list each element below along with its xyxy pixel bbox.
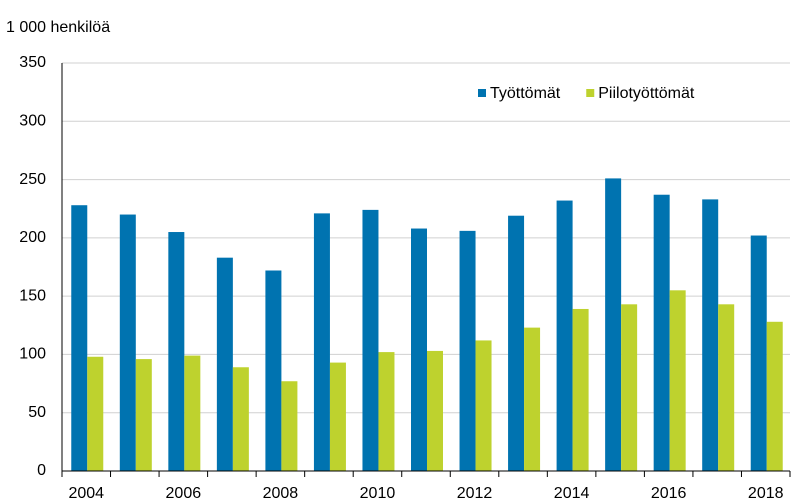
- x-tick-label: 2010: [360, 485, 396, 502]
- bar: [411, 228, 427, 471]
- x-tick-label: 2014: [554, 485, 590, 502]
- bar: [184, 355, 201, 471]
- bar: [168, 232, 185, 471]
- bar: [378, 352, 395, 471]
- y-tick-label: 0: [37, 462, 46, 479]
- y-tick-label: 350: [19, 54, 46, 71]
- bar: [313, 213, 330, 471]
- y-tick-label: 250: [19, 171, 46, 188]
- y-tick-label: 300: [19, 113, 46, 130]
- bar: [135, 359, 152, 471]
- legend-swatch: [586, 89, 595, 97]
- x-tick-label: 2018: [748, 485, 784, 502]
- bar: [427, 350, 443, 471]
- bar: [702, 199, 719, 472]
- bar: [669, 290, 686, 471]
- legend-swatch: [478, 89, 486, 97]
- bar: [766, 321, 783, 471]
- bar: [216, 257, 233, 471]
- bar: [556, 200, 573, 471]
- bar: [508, 215, 525, 471]
- bar: [232, 367, 249, 471]
- bar: [653, 194, 670, 471]
- bar: [475, 340, 492, 471]
- unit-label: 1 000 henkilöä: [6, 19, 110, 36]
- bar: [718, 304, 735, 471]
- bar: [750, 235, 767, 471]
- y-tick-label: 150: [19, 287, 46, 304]
- bar: [71, 205, 88, 471]
- x-tick-label: 2006: [166, 485, 202, 502]
- x-tick-label: 2004: [68, 485, 104, 502]
- legend-label: Työttömät: [490, 85, 561, 102]
- x-tick-label: 2016: [651, 485, 687, 502]
- bar: [605, 178, 622, 472]
- bar: [621, 304, 638, 471]
- bar: [362, 209, 379, 471]
- bar: [459, 230, 476, 471]
- bar: [572, 308, 589, 471]
- y-tick-label: 50: [28, 404, 46, 421]
- y-tick-label: 200: [19, 229, 46, 246]
- bar: [524, 327, 541, 471]
- x-tick-label: 2008: [263, 485, 299, 502]
- x-tick-label: 2012: [457, 485, 493, 502]
- bar: [87, 356, 104, 471]
- legend-label: Piilotyöttömät: [598, 85, 695, 102]
- y-tick-label: 100: [19, 346, 46, 363]
- bar: [119, 214, 136, 472]
- bar: [329, 362, 346, 471]
- bar: [281, 381, 298, 471]
- bar: [265, 270, 282, 471]
